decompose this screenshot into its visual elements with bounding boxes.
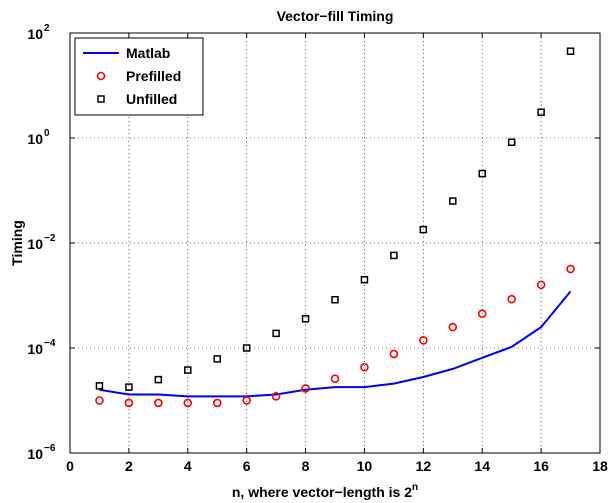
x-axis-label-main: n, where vector−length is 2: [232, 484, 412, 500]
x-axis-label-superscript: n: [412, 482, 418, 493]
chart-title: Vector−fill Timing: [277, 8, 394, 24]
unfilled-point: [360, 275, 369, 284]
legend-swatch-prefilled: [96, 71, 106, 81]
unfilled-point: [242, 344, 251, 352]
prefilled-point: [507, 294, 516, 304]
y-tick-label: 10: [27, 131, 43, 147]
grid: [70, 33, 600, 453]
x-tick-label: 14: [474, 458, 490, 474]
legend-label-unfilled: Unfilled: [126, 91, 177, 107]
x-tick-label: 0: [66, 458, 74, 474]
unfilled-point: [449, 197, 457, 205]
y-tick-label-exponent: 0: [44, 128, 50, 139]
x-tick-label: 2: [125, 458, 133, 474]
prefilled-point: [183, 398, 193, 408]
prefilled-point: [330, 374, 340, 384]
unfilled-point: [507, 138, 516, 146]
prefilled-point: [536, 280, 546, 290]
unfilled-point: [184, 366, 192, 374]
unfilled-point: [301, 315, 310, 323]
series-layer: [95, 47, 575, 408]
prefilled-point: [212, 398, 222, 408]
x-tick-label: 10: [357, 458, 373, 474]
prefilled-point: [477, 309, 487, 319]
x-tick-label: 6: [243, 458, 251, 474]
prefilled-point: [154, 398, 163, 408]
legend: Matlab Prefilled Unfilled: [74, 37, 204, 116]
y-tick-label: 10: [27, 26, 43, 42]
prefilled-point: [566, 264, 575, 274]
y-tick-label-exponent: −4: [44, 338, 56, 349]
x-tick-label: 16: [533, 458, 549, 474]
x-axis-label: n, where vector−length is 2n: [232, 482, 418, 500]
unfilled-point: [213, 355, 221, 363]
legend-box: [74, 37, 204, 116]
x-tick-label: 8: [302, 458, 310, 474]
y-tick-label-exponent: −6: [44, 443, 56, 454]
prefilled-point: [124, 398, 134, 408]
prefilled-point: [242, 396, 251, 405]
unfilled-point: [125, 383, 133, 391]
legend-label-matlab: Matlab: [126, 45, 170, 61]
y-tick-label: 10: [27, 446, 43, 462]
unfilled-point: [537, 108, 545, 116]
prefilled-point: [95, 396, 104, 405]
unfilled-point: [331, 295, 339, 304]
legend-swatch-unfilled: [97, 95, 105, 103]
y-axis-label: Timing: [9, 220, 25, 266]
x-tick-label: 18: [592, 458, 608, 474]
prefilled-point: [360, 362, 369, 372]
unfilled-point: [419, 225, 428, 234]
legend-label-prefilled: Prefilled: [126, 68, 181, 84]
unfilled-point: [272, 329, 280, 338]
prefilled-point: [389, 349, 399, 359]
prefilled-point: [301, 384, 310, 393]
prefilled-point: [448, 322, 458, 332]
x-tick-label: 12: [416, 458, 432, 474]
y-tick-label: 10: [27, 341, 43, 357]
unfilled-point: [95, 382, 104, 390]
prefilled-point: [271, 392, 281, 401]
y-tick-label-exponent: −2: [44, 233, 56, 244]
matlab-line: [99, 290, 572, 398]
x-tick-label: 4: [184, 458, 192, 474]
unfilled-point: [478, 169, 486, 178]
unfilled-point: [390, 251, 398, 260]
y-tick-label-exponent: 2: [44, 23, 50, 34]
prefilled-point: [419, 336, 428, 345]
y-tick-label: 10: [27, 236, 43, 252]
unfilled-point: [154, 375, 163, 384]
unfilled-point: [566, 47, 575, 55]
